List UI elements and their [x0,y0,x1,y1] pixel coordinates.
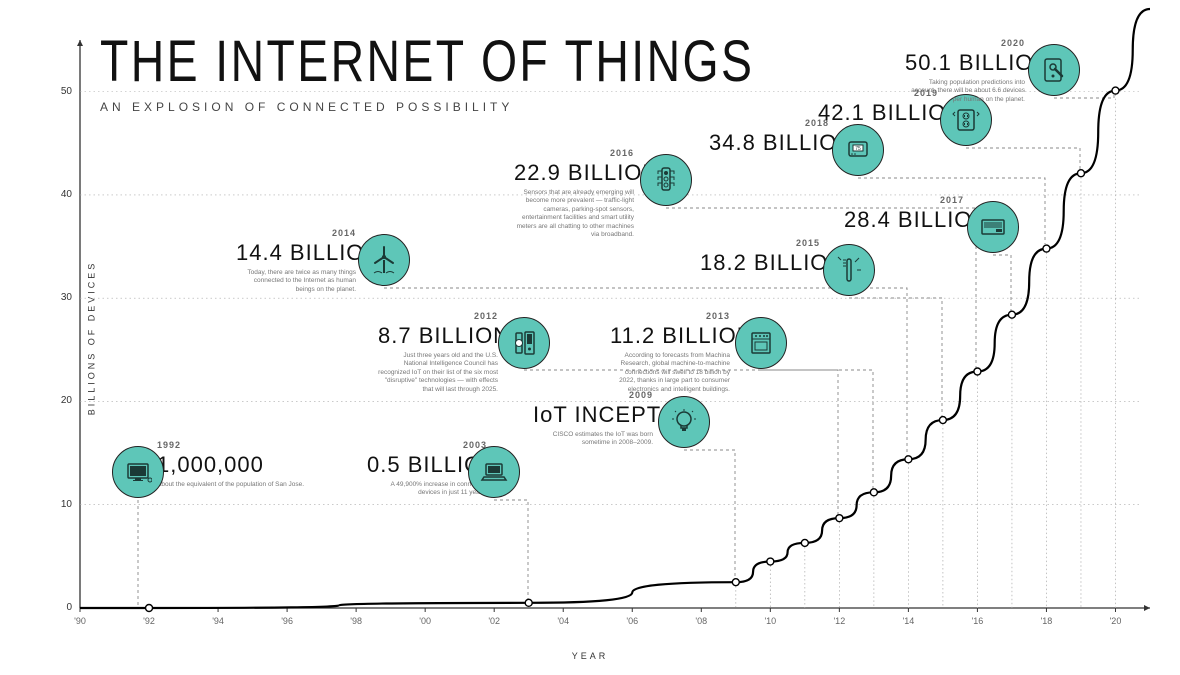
bulb-icon [658,396,710,448]
callout-desc: Today, there are twice as many things co… [236,269,356,294]
callout-value: 14.4 BILLION [236,240,356,266]
callout-c2013: 2013 11.2 BILLION According to forecasts f… [610,311,730,394]
y-tick: 20 [42,395,72,406]
ac-icon [967,201,1019,253]
x-tick: '00 [410,616,440,626]
x-tick: '14 [893,616,923,626]
callout-year: 2018 [709,118,829,128]
callout-desc: Taking population predictions into accou… [905,79,1025,104]
x-tick: '12 [824,616,854,626]
callout-year: 2013 [610,311,730,321]
callout-c2017: 2017 28.4 BILLION [844,195,964,233]
callout-c2012: 2012 8.7 BILLION Just three years old and … [378,311,498,394]
callout-year: 2003 [367,440,487,450]
x-tick: '18 [1031,616,1061,626]
oven-icon [735,317,787,369]
x-tick: '20 [1100,616,1130,626]
callout-c2018: 2018 34.8 BILLION [709,118,829,156]
callout-year: 1992 [157,440,304,450]
callout-value: 18.2 BILLION [700,250,820,276]
callout-desc: According to forecasts from Machina Rese… [610,352,730,394]
y-tick: 40 [42,189,72,200]
callout-c1992: 1992 1,000,000 About the equivalent of the… [157,440,304,489]
thermostat-icon [832,124,884,176]
x-tick: '08 [686,616,716,626]
laptop-icon [468,446,520,498]
callout-desc: A 49,900% increase in connected devices … [367,481,487,498]
x-tick: '16 [962,616,992,626]
callout-desc: About the equivalent of the population o… [157,481,304,489]
x-tick: '02 [479,616,509,626]
callout-year: 2015 [700,238,820,248]
callout-value: 1,000,000 [157,452,304,478]
toothbrush-icon [823,244,875,296]
x-tick: '96 [272,616,302,626]
callout-value: 50.1 BILLION [905,50,1025,76]
callout-year: 2012 [378,311,498,321]
x-tick: '90 [65,616,95,626]
callout-value: 8.7 BILLION [378,323,498,349]
x-tick: '04 [548,616,578,626]
y-tick: 50 [42,86,72,97]
callout-desc: CISCO estimates the IoT was born sometim… [533,431,653,448]
turbine-icon [358,234,410,286]
callout-desc: Sensors that are already emerging will b… [514,189,634,240]
doorlock-icon [1028,44,1080,96]
callout-value: 34.8 BILLION [709,130,829,156]
y-tick: 30 [42,292,72,303]
callout-year: 2017 [844,195,964,205]
x-tick: '06 [617,616,647,626]
callout-value: 11.2 BILLION [610,323,730,349]
x-tick: '10 [755,616,785,626]
callout-c2020: 2020 50.1 BILLION Taking population predic… [905,38,1025,104]
callout-c2016: 2016 22.9 BILLION Sensors that are already… [514,148,634,240]
y-tick: 0 [42,602,72,613]
watch-icon [498,317,550,369]
callout-desc: Just three years old and the U.S. Nation… [378,352,498,394]
callout-c2015: 2015 18.2 BILLION [700,238,820,276]
callout-value: IoT INCEPTION [533,402,653,428]
desktop-icon [112,446,164,498]
x-tick: '98 [341,616,371,626]
traffic-icon [640,154,692,206]
callout-year: 2016 [514,148,634,158]
callout-value: 22.9 BILLION [514,160,634,186]
callout-c2014: 2014 14.4 BILLION Today, there are twice a… [236,228,356,294]
y-tick: 10 [42,499,72,510]
callout-year: 2020 [905,38,1025,48]
callout-year: 2014 [236,228,356,238]
x-tick: '92 [134,616,164,626]
x-tick: '94 [203,616,233,626]
callout-c2009: 2009IoT INCEPTIONCISCO estimates the IoT… [533,390,653,448]
callout-value: 28.4 BILLION [844,207,964,233]
